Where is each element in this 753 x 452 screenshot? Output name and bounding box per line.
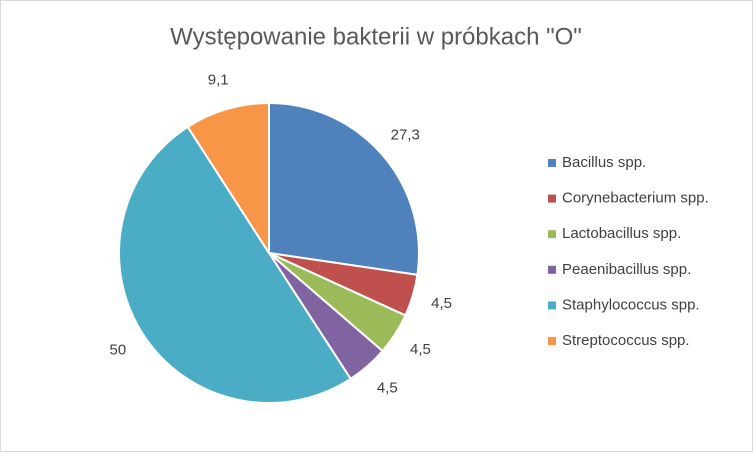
legend-swatch [548, 301, 556, 310]
data-label: 50 [109, 342, 126, 359]
legend-label: Staphylococcus spp. [562, 296, 700, 313]
legend-label: Lactobacillus spp. [562, 225, 681, 242]
pie-slice [186, 101, 270, 257]
legend-swatch [548, 194, 556, 203]
data-label: 4,5 [410, 341, 431, 358]
pie-slice [268, 101, 420, 276]
legend-label: Peaenibacillus spp. [562, 261, 691, 278]
data-label: 9,1 [208, 71, 229, 88]
data-label: 4,5 [377, 380, 398, 397]
legend-label: Bacillus spp. [562, 154, 646, 171]
chart-title: Występowanie bakterii w próbkach "O" [170, 23, 582, 50]
legend-label: Corynebacterium spp. [562, 190, 709, 207]
pie-slice [117, 125, 353, 404]
legend-label: Streptococcus spp. [562, 332, 690, 349]
legend-swatch [548, 159, 556, 167]
legend-swatch [548, 265, 556, 274]
legend-swatch [548, 230, 556, 239]
legend-swatch [548, 337, 556, 345]
data-label: 27,3 [391, 126, 420, 143]
data-label: 4,5 [431, 295, 452, 312]
